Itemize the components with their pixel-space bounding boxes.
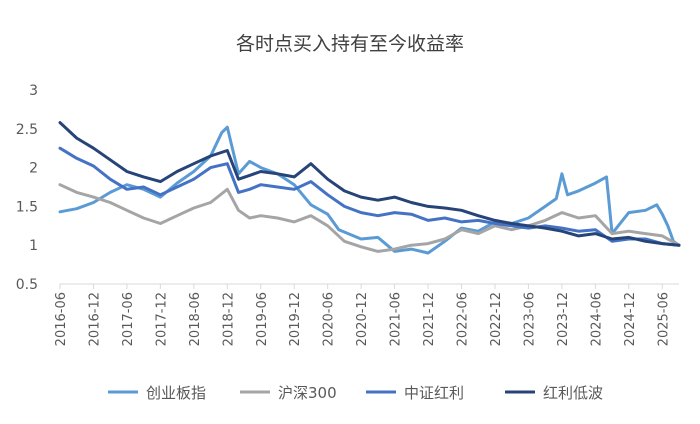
x-tick-label: 2021-12 [422,292,437,346]
series-line-4 [58,121,681,247]
series-line-3 [58,146,681,247]
x-tick-label: 2017-12 [154,292,169,346]
legend-label-2: 沪深300 [278,384,337,402]
chart-title: 各时点买入持有至今收益率 [236,33,464,55]
x-tick-label: 2020-12 [355,292,370,346]
y-tick-label: 1.5 [16,199,38,215]
x-tick-label: 2016-12 [87,292,102,346]
axes-group: 0.5 1 1.5 2 2.5 3 2016-06 2016-12 2017-06 2017-12… [16,83,679,346]
legend-label-1: 创业板指 [146,384,206,402]
x-tick-label: 2023-12 [556,292,571,346]
y-tick-label: 3 [29,83,38,99]
x-tick-label: 2018-06 [188,292,203,346]
legend: 创业板指 沪深300 中证红利 红利低波 [108,384,603,402]
legend-label-4: 红利低波 [543,384,603,402]
y-tick-label: 2 [29,161,38,177]
x-tick-label: 2019-06 [255,292,270,346]
x-tick-label: 2024-12 [623,292,638,346]
x-tick-label: 2017-06 [121,292,136,346]
series-line-1 [58,125,681,255]
x-tick-label: 2020-06 [322,292,337,346]
series-line-2 [58,183,681,253]
x-tick-label: 2023-06 [522,292,537,346]
x-tick-label: 2022-12 [489,292,504,346]
series-group [58,121,681,255]
x-tick-label: 2024-06 [589,292,604,346]
y-tick-label: 2.5 [16,122,38,138]
x-tick-label: 2018-12 [221,292,236,346]
x-tick-label: 2021-06 [389,292,404,346]
x-tick-label: 2019-12 [288,292,303,346]
y-tick-label: 0.5 [16,277,38,293]
x-tick-label: 2022-06 [456,292,471,346]
legend-label-3: 中证红利 [404,384,464,402]
x-tick-label: 2016-06 [54,292,69,346]
x-tick-label: 2025-06 [656,292,671,346]
y-tick-label: 1 [29,238,38,254]
